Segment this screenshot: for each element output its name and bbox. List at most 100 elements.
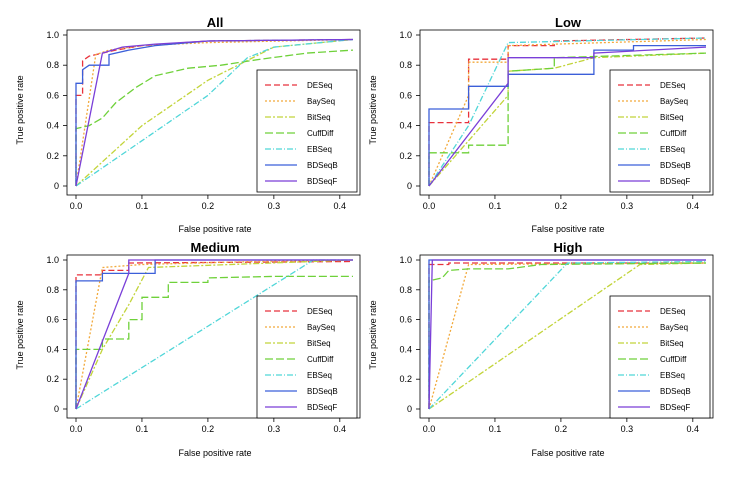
- legend-label-bdseqb: BDSeqB: [307, 161, 338, 170]
- y-tick-label: 0.4: [46, 344, 59, 354]
- legend-label-cuffdiff: CuffDiff: [307, 129, 334, 138]
- y-tick-label: 0: [407, 181, 412, 191]
- x-tick-label: 0.0: [70, 424, 83, 434]
- x-tick-label: 0.0: [423, 201, 436, 211]
- series-line-cuffdiff-low: [428, 52, 707, 186]
- x-tick-label: 0.2: [202, 201, 215, 211]
- y-tick-label: 1.0: [46, 255, 59, 265]
- legend-box: [609, 69, 711, 193]
- legend-label-ebseq: EBSeq: [660, 145, 685, 154]
- series-line-bitseq-high: [428, 262, 707, 410]
- legend-box: [256, 69, 358, 193]
- panel-title-medium: Medium: [190, 240, 239, 255]
- legend-label-cuffdiff: CuffDiff: [307, 355, 334, 364]
- x-tick-label: 0.1: [136, 424, 149, 434]
- plot-area-high: [419, 254, 714, 419]
- legend-label-deseq: DESeq: [660, 81, 685, 90]
- legend-box: [609, 295, 711, 419]
- legend-label-bayseq: BaySeq: [307, 323, 335, 332]
- y-tick-label: 0.6: [399, 315, 412, 325]
- panel-title-all: All: [207, 15, 224, 30]
- y-axis-label-high: True positive rate: [368, 300, 378, 369]
- x-tick-label: 0.3: [268, 424, 281, 434]
- series-line-ebseq-high: [428, 260, 707, 410]
- series-line-bdseqf-low: [428, 46, 707, 187]
- plot-area-all: [66, 29, 361, 196]
- y-tick-label: 0.6: [399, 90, 412, 100]
- series-line-cuffdiff-medium: [75, 275, 353, 409]
- legend-label-bdseqf: BDSeqF: [660, 177, 690, 186]
- x-tick-label: 0.4: [334, 201, 347, 211]
- x-tick-label: 0.3: [621, 424, 634, 434]
- plot-area-low: [419, 29, 714, 196]
- legend-label-deseq: DESeq: [307, 81, 332, 90]
- series-line-bdseqf-medium: [75, 259, 353, 410]
- y-tick-label: 0.2: [46, 151, 59, 161]
- y-tick-label: 0.4: [46, 121, 59, 131]
- y-tick-label: 0.8: [399, 285, 412, 295]
- y-axis-label-medium: True positive rate: [15, 300, 25, 369]
- panel-title-high: High: [554, 240, 583, 255]
- x-tick-label: 0.4: [687, 424, 700, 434]
- legend-label-bayseq: BaySeq: [660, 97, 688, 106]
- y-tick-label: 0.2: [46, 374, 59, 384]
- x-tick-label: 0.1: [489, 201, 502, 211]
- y-tick-label: 0.4: [399, 121, 412, 131]
- y-tick-label: 0.2: [399, 151, 412, 161]
- series-line-bdseqf-high: [428, 259, 706, 410]
- y-axis-label-low: True positive rate: [368, 75, 378, 144]
- legend-label-cuffdiff: CuffDiff: [660, 129, 687, 138]
- legend-label-bitseq: BitSeq: [307, 113, 331, 122]
- x-tick-label: 0.4: [687, 201, 700, 211]
- y-tick-label: 1.0: [399, 255, 412, 265]
- x-axis-label-low: False positive rate: [531, 224, 604, 234]
- series-line-bdseqf-all: [75, 38, 354, 187]
- legend-label-bayseq: BaySeq: [307, 97, 335, 106]
- x-tick-label: 0.1: [489, 424, 502, 434]
- y-tick-label: 0: [407, 404, 412, 414]
- legend-all: DESeq BaySeq BitSeq CuffDiff EBSeq BDSeqB BDSe…: [256, 69, 358, 193]
- series-line-cuffdiff-all: [75, 49, 354, 186]
- legend-label-deseq: DESeq: [307, 307, 332, 316]
- y-tick-label: 0.2: [399, 374, 412, 384]
- legend-label-bdseqf: BDSeqF: [307, 177, 337, 186]
- legend-label-bdseqf: BDSeqF: [307, 403, 337, 412]
- legend-label-cuffdiff: CuffDiff: [660, 355, 687, 364]
- series-line-deseq-low: [428, 37, 707, 186]
- legend-label-bdseqb: BDSeqB: [307, 387, 338, 396]
- legend-label-bayseq: BaySeq: [660, 323, 688, 332]
- series-line-bitseq-medium: [75, 259, 354, 410]
- panel-low: Low False positive rate True positive ra…: [368, 15, 714, 234]
- legend-label-bitseq: BitSeq: [660, 113, 684, 122]
- legend-box: [256, 295, 358, 419]
- x-tick-label: 0.4: [334, 424, 347, 434]
- series-line-deseq-high: [428, 262, 706, 409]
- panel-title-low: Low: [555, 15, 582, 30]
- x-tick-label: 0.2: [555, 201, 568, 211]
- legend-label-bdseqb: BDSeqB: [660, 161, 691, 170]
- legend-low: DESeq BaySeq BitSeq CuffDiff EBSeq BDSeqB BDSe…: [609, 69, 711, 193]
- legend-high: DESeq BaySeq BitSeq CuffDiff EBSeq BDSeqB BDSe…: [609, 295, 711, 419]
- x-tick-label: 0.2: [555, 424, 568, 434]
- x-tick-label: 0.2: [202, 424, 215, 434]
- y-tick-label: 0: [54, 404, 59, 414]
- y-axis-label-all: True positive rate: [15, 75, 25, 144]
- panel-all: All False positive rate True positive ra…: [15, 15, 361, 234]
- y-tick-label: 0.6: [46, 315, 59, 325]
- series-line-bayseq-low: [428, 38, 707, 187]
- series-line-ebseq-all: [75, 38, 354, 187]
- legend-label-bitseq: BitSeq: [307, 339, 331, 348]
- y-tick-label: 0.4: [399, 344, 412, 354]
- panel-medium: Medium False positive rate True positive…: [15, 240, 361, 458]
- y-tick-label: 0.8: [46, 60, 59, 70]
- series-line-bayseq-medium: [75, 259, 354, 410]
- y-tick-label: 0: [54, 181, 59, 191]
- x-axis-label-all: False positive rate: [178, 224, 251, 234]
- y-tick-label: 1.0: [399, 30, 412, 40]
- y-tick-label: 1.0: [46, 30, 59, 40]
- legend-label-ebseq: EBSeq: [307, 145, 332, 154]
- x-tick-label: 0.0: [70, 201, 83, 211]
- x-axis-label-high: False positive rate: [531, 448, 604, 458]
- legend-medium: DESeq BaySeq BitSeq CuffDiff EBSeq BDSeqB BDSe…: [256, 295, 358, 419]
